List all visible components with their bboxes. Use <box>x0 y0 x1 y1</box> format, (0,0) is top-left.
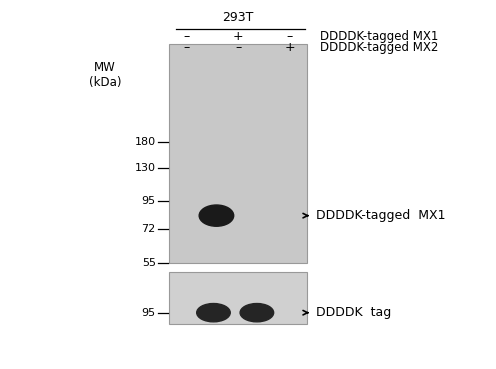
Text: DDDDK  tag: DDDDK tag <box>316 306 391 319</box>
Text: DDDDK-tagged  MX1: DDDDK-tagged MX1 <box>316 209 445 222</box>
Text: 180: 180 <box>134 137 156 147</box>
Text: +: + <box>233 30 244 43</box>
Text: –: – <box>183 30 189 43</box>
Bar <box>169 272 307 324</box>
Text: MW
(kDa): MW (kDa) <box>89 61 121 89</box>
Text: 95: 95 <box>142 308 156 318</box>
Text: 72: 72 <box>141 224 156 234</box>
Ellipse shape <box>240 304 274 322</box>
Text: DDDDK-tagged MX2: DDDDK-tagged MX2 <box>319 41 438 54</box>
Bar <box>169 44 307 263</box>
Text: –: – <box>183 41 189 54</box>
Text: 55: 55 <box>142 258 156 268</box>
Ellipse shape <box>197 304 230 322</box>
Text: 95: 95 <box>142 196 156 206</box>
Text: +: + <box>285 41 295 54</box>
Text: 130: 130 <box>135 163 156 173</box>
Ellipse shape <box>199 205 234 226</box>
Text: –: – <box>235 41 241 54</box>
Text: –: – <box>287 30 293 43</box>
Text: DDDDK-tagged MX1: DDDDK-tagged MX1 <box>319 30 438 43</box>
Text: 293T: 293T <box>222 11 254 24</box>
